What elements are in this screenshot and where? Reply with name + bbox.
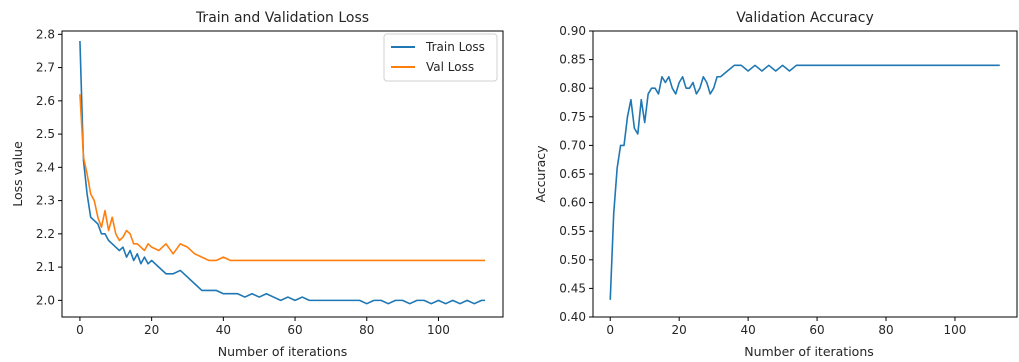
loss-x-tick-label: 40 — [216, 323, 231, 337]
loss-legend: Train Loss Val Loss — [383, 33, 498, 82]
loss-y-tick-label: 2.0 — [36, 293, 55, 307]
accuracy-y-ticks: 0.40 0.45 0.50 0.55 0.60 0.65 0.70 0.75 0.80 0.85… — [559, 24, 593, 324]
accuracy-x-tick-label: 40 — [740, 323, 755, 337]
accuracy-y-tick-label: 0.40 — [559, 310, 586, 324]
accuracy-y-tick-label: 0.55 — [559, 224, 586, 238]
accuracy-x-tick-label: 60 — [809, 323, 824, 337]
accuracy-y-tick-label: 0.90 — [559, 24, 586, 38]
loss-chart: Train and Validation Loss Number of iter… — [10, 10, 504, 359]
loss-y-tick-label: 2.5 — [36, 127, 55, 141]
legend-box — [383, 33, 498, 82]
loss-y-tick-label: 2.7 — [36, 61, 55, 75]
accuracy-y-tick-label: 0.45 — [559, 281, 586, 295]
accuracy-y-tick-label: 0.65 — [559, 167, 586, 181]
legend-train-label: Train Loss — [425, 40, 485, 54]
loss-x-tick-label: 100 — [427, 323, 450, 337]
accuracy-line — [609, 64, 1000, 300]
loss-chart-title: Train and Validation Loss — [195, 10, 369, 26]
accuracy-y-tick-label: 0.50 — [559, 253, 586, 267]
accuracy-x-axis-label: Number of iterations — [744, 344, 874, 359]
accuracy-y-tick-label: 0.75 — [559, 110, 586, 124]
accuracy-series — [609, 64, 1000, 300]
train-loss-line — [79, 40, 486, 305]
accuracy-chart-title: Validation Accuracy — [736, 10, 874, 26]
accuracy-y-tick-label: 0.60 — [559, 196, 586, 210]
accuracy-x-tick-label: 100 — [943, 323, 966, 337]
accuracy-chart: Validation Accuracy Number of iterations… — [533, 10, 1018, 359]
accuracy-y-tick-label: 0.80 — [559, 81, 586, 95]
accuracy-plot-area — [592, 30, 1018, 318]
accuracy-y-tick-label: 0.85 — [559, 53, 586, 67]
accuracy-y-axis-label: Accuracy — [533, 145, 548, 203]
loss-y-tick-label: 2.4 — [36, 160, 55, 174]
loss-series — [79, 40, 486, 305]
accuracy-x-tick-label: 0 — [606, 323, 614, 337]
accuracy-x-tick-label: 80 — [878, 323, 893, 337]
loss-y-tick-label: 2.2 — [36, 227, 55, 241]
loss-y-tick-label: 2.3 — [36, 194, 55, 208]
loss-x-tick-label: 0 — [76, 323, 84, 337]
loss-y-tick-label: 2.8 — [36, 27, 55, 41]
loss-x-tick-label: 60 — [287, 323, 302, 337]
loss-y-tick-label: 2.1 — [36, 260, 55, 274]
legend-val-label: Val Loss — [426, 60, 474, 74]
accuracy-x-ticks: 0 20 40 60 80 100 — [606, 317, 966, 337]
accuracy-x-tick-label: 20 — [672, 323, 687, 337]
loss-x-tick-label: 20 — [144, 323, 159, 337]
accuracy-y-tick-label: 0.70 — [559, 138, 586, 152]
loss-y-tick-label: 2.6 — [36, 94, 55, 108]
loss-y-ticks: 2.0 2.1 2.2 2.3 2.4 2.5 2.6 2.7 2.8 — [36, 27, 62, 307]
loss-y-axis-label: Loss value — [10, 141, 25, 207]
val-loss-line — [79, 94, 486, 262]
loss-x-axis-label: Number of iterations — [218, 344, 348, 359]
loss-x-ticks: 0 20 40 60 80 100 — [76, 317, 450, 337]
loss-x-tick-label: 80 — [359, 323, 374, 337]
